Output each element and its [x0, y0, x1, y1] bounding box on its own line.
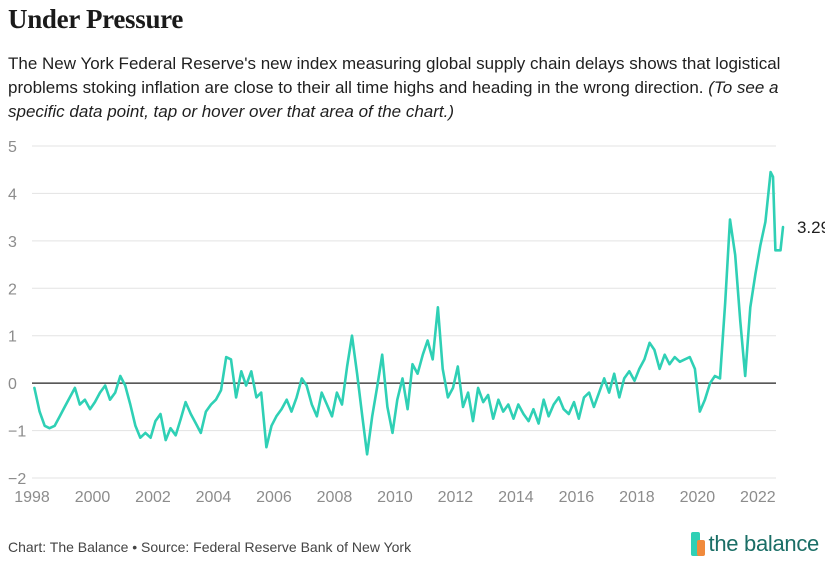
the-balance-logo[interactable]: the balance: [690, 531, 820, 557]
chart-source-credit: Chart: The Balance • Source: Federal Res…: [8, 539, 412, 555]
end-value-label: 3.29: [797, 218, 825, 237]
series-line[interactable]: [33, 170, 785, 456]
y-tick-label: 3: [8, 234, 17, 251]
logo-text: the balance: [708, 531, 820, 556]
y-tick-label: 2: [8, 281, 17, 298]
x-tick-label: 2020: [680, 489, 716, 506]
x-tick-label: 2018: [619, 489, 655, 506]
x-tick-label: 2016: [559, 489, 595, 506]
logo-mark-icon: [690, 532, 705, 556]
y-tick-label: 0: [8, 376, 17, 393]
y-tick-label: 1: [8, 329, 17, 346]
chart-subtitle: The New York Federal Reserve's new index…: [8, 52, 813, 124]
y-tick-label: 4: [8, 186, 17, 203]
x-tick-label: 1998: [14, 489, 50, 506]
x-tick-label: 2008: [317, 489, 353, 506]
y-axis-tick-labels: −2 −1 0 1 2 3 4 5: [8, 139, 26, 488]
x-tick-label: 2006: [256, 489, 292, 506]
x-tick-label: 2004: [196, 489, 232, 506]
x-axis-tick-labels: 1998 2000 2002 2004 2006 2008 2010 2012 2014 2016…: [14, 489, 776, 506]
data-series[interactable]: [33, 170, 785, 456]
x-tick-label: 2014: [498, 489, 534, 506]
chart-title: Under Pressure: [8, 4, 184, 34]
x-tick-label: 2022: [740, 489, 776, 506]
subtitle-note: (To see a specific data point, tap or ho…: [8, 78, 779, 121]
x-tick-label: 2002: [135, 489, 171, 506]
gridlines: [32, 145, 776, 479]
x-tick-label: 2010: [377, 489, 413, 506]
y-tick-label: −2: [8, 471, 26, 488]
y-tick-label: 5: [8, 139, 17, 156]
y-tick-label: −1: [8, 424, 26, 441]
subtitle-text: The New York Federal Reserve's new index…: [8, 54, 781, 97]
x-tick-label: 2012: [438, 489, 474, 506]
x-tick-label: 2000: [75, 489, 111, 506]
